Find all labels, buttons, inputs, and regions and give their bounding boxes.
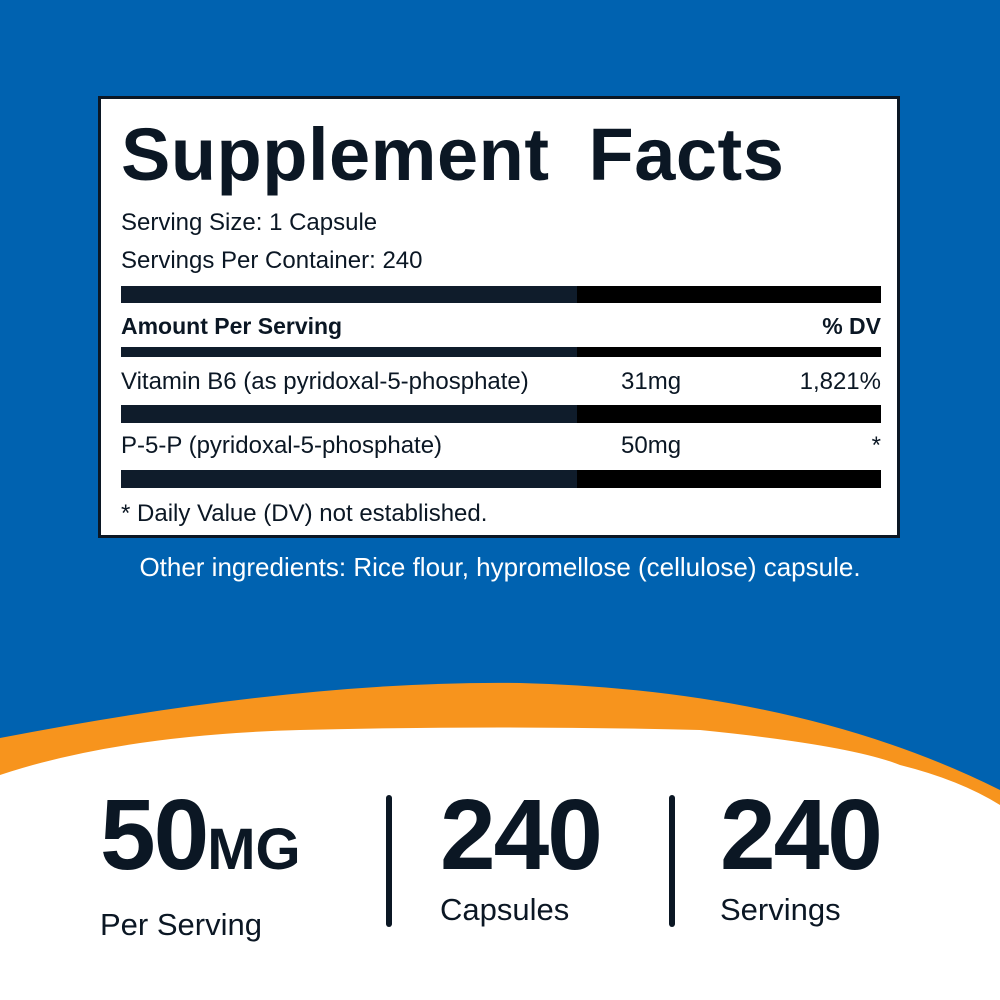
supplement-facts-panel: Supplement Facts Serving Size: 1 Capsule… (98, 96, 900, 538)
nutrient-amount: 31mg (621, 368, 682, 395)
stat-value: 240 (720, 779, 883, 891)
stat-label: Servings (720, 892, 841, 927)
stat-servings: 240 Servings (720, 779, 883, 928)
divider-bar (121, 347, 881, 357)
divider-bar (121, 286, 881, 303)
nutrient-name: Vitamin B6 (as pyridoxal-5-phosphate) (121, 368, 529, 395)
nutrient-dv: * (871, 432, 881, 459)
stat-divider (386, 795, 392, 927)
footnote: * Daily Value (DV) not established. (121, 500, 488, 527)
stat-unit: MG (207, 817, 301, 882)
servings-per-container: Servings Per Container: 240 (121, 247, 423, 274)
stat-value: 50 (100, 779, 209, 891)
stat-per-serving: 50MG Per Serving (100, 780, 301, 943)
facts-title: Supplement Facts (121, 113, 785, 196)
divider-bar (121, 405, 881, 423)
nutrient-name: P-5-P (pyridoxal-5-phosphate) (121, 432, 443, 459)
nutrient-amount: 50mg (621, 432, 682, 459)
other-ingredients: Other ingredients: Rice flour, hypromell… (139, 552, 861, 582)
stat-capsules: 240 Capsules (440, 779, 603, 928)
stat-divider (669, 795, 675, 927)
nutrient-row: P-5-P (pyridoxal-5-phosphate) 50mg * (121, 432, 881, 460)
stat-label: Per Serving (100, 907, 262, 942)
stat-label: Capsules (440, 892, 570, 927)
nutrient-dv: 1,821% (799, 368, 881, 395)
dv-label: % DV (822, 313, 881, 339)
divider-bar (121, 470, 881, 488)
amount-per-serving-label: Amount Per Serving (121, 313, 343, 339)
amount-header: Amount Per Serving % DV (121, 312, 881, 340)
white-bottom (0, 727, 1000, 1000)
stat-value: 240 (440, 779, 603, 891)
nutrient-row: Vitamin B6 (as pyridoxal-5-phosphate) 31… (121, 368, 881, 396)
serving-size: Serving Size: 1 Capsule (121, 209, 378, 236)
